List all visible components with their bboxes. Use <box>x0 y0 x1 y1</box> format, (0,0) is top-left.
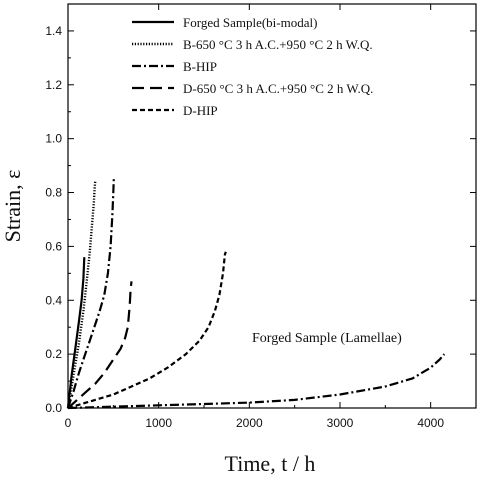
y-tick-label-3: 0.6 <box>45 239 62 253</box>
series-layer <box>66 179 446 410</box>
ticks-layer: 0 1000 2000 3000 4000 0.0 0.2 0.4 0.6 0.8 1.0 1.2 1.… <box>45 3 476 430</box>
series-line-3 <box>67 281 133 409</box>
x-tick-label-2: 2000 <box>236 416 263 430</box>
legend-label-4: D-HIP <box>183 103 218 118</box>
x-tick-label-0: 0 <box>65 416 72 430</box>
annotation-label: Forged Sample (Lamellae) <box>252 331 402 346</box>
x-tick-label-4: 4000 <box>417 416 444 430</box>
series-line-5 <box>67 353 446 410</box>
y-tick-label-5: 1.0 <box>45 132 62 146</box>
legend-label-2: B-HIP <box>183 59 217 74</box>
plot-frame <box>67 3 477 409</box>
y-axis-title: Strain, ε <box>0 170 25 243</box>
series-line-2 <box>66 179 115 409</box>
y-tick-label-7: 1.4 <box>45 24 62 38</box>
y-tick-label-1: 0.2 <box>45 347 62 361</box>
legend-label-3: D-650 °C 3 h A.C.+950 °C 2 h W.Q. <box>183 81 373 96</box>
y-tick-label-4: 0.8 <box>45 186 62 200</box>
x-axis-title: Time, t / h <box>225 451 316 476</box>
legend-label-1: B-650 °C 3 h A.C.+950 °C 2 h W.Q. <box>183 37 373 52</box>
legend: Forged Sample(bi-modal) B-650 °C 3 h A.C.… <box>132 15 373 118</box>
series-line-4 <box>67 251 227 410</box>
x-tick-label-3: 3000 <box>327 416 354 430</box>
series-line-0 <box>66 257 86 409</box>
y-tick-label-6: 1.2 <box>45 78 62 92</box>
legend-label-0: Forged Sample(bi-modal) <box>183 15 317 30</box>
y-tick-label-0: 0.0 <box>45 401 62 415</box>
y-tick-label-2: 0.4 <box>45 293 62 307</box>
x-tick-label-1: 1000 <box>145 416 172 430</box>
